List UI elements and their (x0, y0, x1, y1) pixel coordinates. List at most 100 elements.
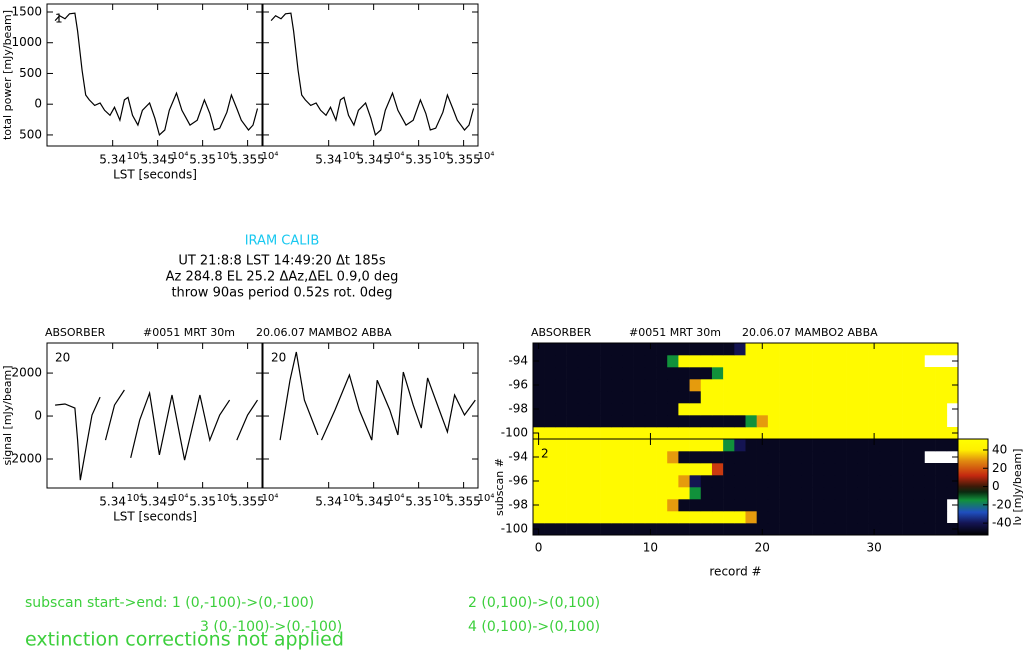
heatmap-cell (846, 451, 858, 464)
heatmap-cell (555, 415, 567, 428)
heatmap-cell (600, 451, 612, 464)
heatmap-cell (600, 499, 612, 512)
heatmap-cell (533, 511, 545, 524)
heatmap-cell (823, 451, 836, 464)
heatmap-cell (622, 499, 634, 512)
heatmap-cell (700, 391, 713, 404)
heatmap-cell (588, 391, 601, 404)
heatmap-cell (846, 343, 858, 356)
heatmap-cell (801, 487, 813, 500)
heatmap-cell (857, 451, 869, 464)
heatmap-cell (857, 487, 869, 500)
signal-line (270, 12, 475, 137)
heatmap-cell (879, 379, 892, 392)
heatmap-cell (533, 463, 545, 476)
heatmap-cell (633, 343, 646, 356)
heatmap-cell (846, 499, 858, 512)
heatmap-cell (588, 499, 601, 512)
heatmap-cell (734, 451, 746, 464)
heatmap-cell (823, 487, 836, 500)
heatmap-cell (913, 511, 925, 524)
heatmap-cell (745, 487, 757, 500)
panel-label: 2 (541, 447, 549, 461)
signal-line (55, 389, 258, 481)
x-tick-label: 5.345 (140, 153, 174, 167)
heatmap-cell (622, 403, 634, 416)
heatmap-cell (846, 463, 858, 476)
heatmap-cell (667, 499, 679, 512)
heatmap-cell (846, 379, 858, 392)
heatmap-cell (902, 415, 914, 428)
heatmap-cell (779, 499, 791, 512)
heatmap-cell (622, 343, 634, 356)
heatmap-cell (588, 487, 601, 500)
heatmap-cell (644, 343, 657, 356)
heatmap-cell (689, 511, 702, 524)
heatmap-cell (555, 367, 567, 380)
heatmap-cell (700, 523, 713, 536)
heatmap-cell (834, 487, 847, 500)
heatmap-cell (868, 355, 881, 368)
heatmap-cell (577, 415, 590, 428)
heatmap-cell (611, 367, 623, 380)
heatmap-cell (533, 487, 545, 500)
x-exponent: 10⁴ (172, 493, 189, 504)
heatmap-cell (801, 511, 813, 524)
heatmap-cell (700, 439, 713, 452)
y-axis-label: subscan # (493, 458, 506, 516)
heatmap-cell (846, 355, 858, 368)
heatmap-cell (846, 523, 858, 536)
heatmap-cell (823, 391, 836, 404)
heatmap-cell (890, 439, 903, 452)
heatmap-cell (846, 511, 858, 524)
heatmap-cell (678, 439, 690, 452)
heatmap-cell (566, 355, 579, 368)
heatmap-cell (812, 403, 825, 416)
heatmap-cell (711, 499, 724, 512)
heatmap-cell (823, 523, 836, 536)
heatmap-cell (879, 355, 892, 368)
heatmap-cell (700, 463, 713, 476)
heatmap-cell (879, 463, 892, 476)
heatmap-cell (689, 427, 702, 440)
heatmap-cell (577, 379, 590, 392)
heatmap-cell (611, 427, 623, 440)
heatmap-cell (767, 511, 780, 524)
heatmap-cell (611, 523, 623, 536)
x-exponent: 10⁴ (172, 151, 189, 162)
heatmap-cell (779, 523, 791, 536)
heatmap-cell (656, 499, 668, 512)
heatmap-cell (879, 511, 892, 524)
heatmap-cell (678, 427, 690, 440)
heatmap-cell (902, 463, 914, 476)
heatmap-cell (812, 487, 825, 500)
heatmap-cell (544, 427, 556, 440)
panel-header: ABSORBER (45, 326, 106, 339)
heatmap-cell (834, 427, 847, 440)
heatmap-cell (857, 355, 869, 368)
heatmap-cell (723, 463, 735, 476)
heatmap-cell (588, 343, 601, 356)
heatmap-cell (779, 475, 791, 488)
heatmap-cell (946, 343, 959, 356)
heatmap-cell (834, 499, 847, 512)
heatmap-cell (566, 367, 579, 380)
heatmap-cell (812, 355, 825, 368)
heatmap-cell (656, 463, 668, 476)
heatmap-cell (834, 415, 847, 428)
heatmap-cell (656, 415, 668, 428)
heatmap-cell (667, 487, 679, 500)
heatmap-cell (533, 439, 545, 452)
heatmap-cell (779, 367, 791, 380)
heatmap-cell (913, 415, 925, 428)
heatmap-cell (834, 379, 847, 392)
heatmap-cell (857, 379, 869, 392)
heatmap-cell (544, 475, 556, 488)
heatmap-cell (779, 439, 791, 452)
heatmap-cell (633, 487, 646, 500)
x-tick-label: 5.34 (99, 495, 126, 509)
heatmap-cell (857, 463, 869, 476)
heatmap-cell (879, 487, 892, 500)
heatmap-cell (790, 487, 802, 500)
